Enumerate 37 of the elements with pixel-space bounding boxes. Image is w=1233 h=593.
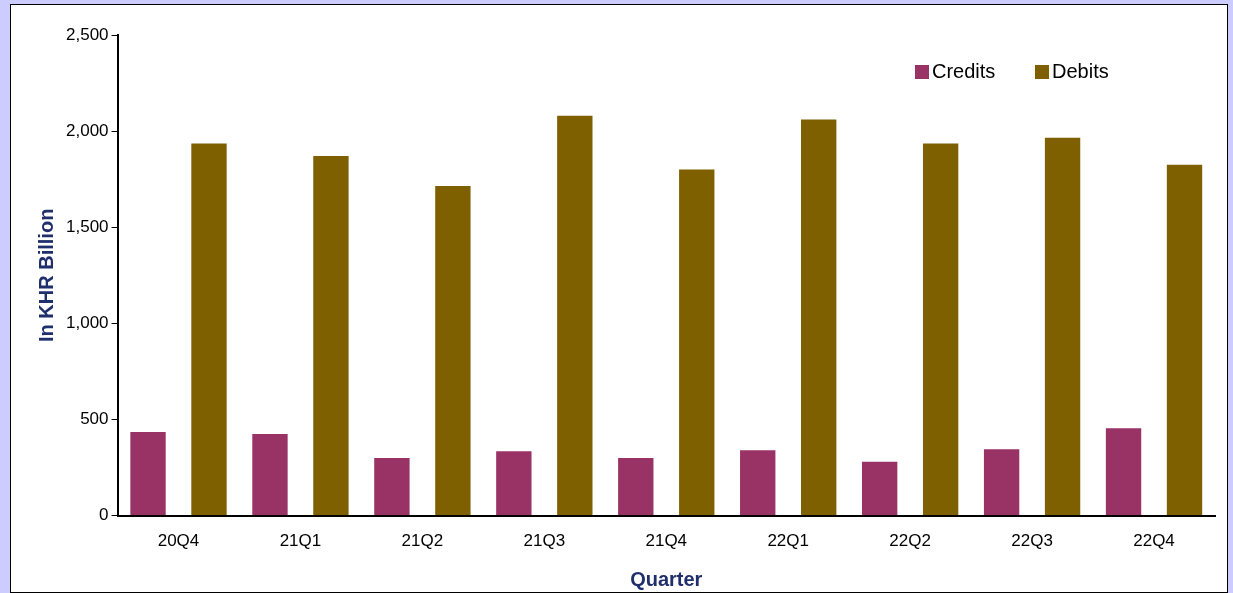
x-tick-label: 22Q1 [767, 531, 810, 551]
x-tick-label: 21Q2 [401, 531, 444, 551]
bar [679, 169, 715, 516]
bar [435, 185, 471, 516]
bar [1166, 164, 1203, 516]
legend-label: Debits [1052, 59, 1109, 82]
bar [191, 143, 227, 516]
y-tick-label: 2,000 [65, 120, 109, 140]
y-tick-label: 0 [99, 505, 109, 525]
bar [983, 449, 1020, 516]
bar [374, 457, 410, 516]
y-tick-label: 1,000 [65, 313, 109, 333]
bar [496, 451, 532, 516]
y-tick-label: 500 [80, 409, 109, 429]
bar [313, 156, 349, 516]
bar [1105, 428, 1142, 516]
x-axis-title: Quarter [630, 567, 703, 590]
y-axis-title: In KHR Billion [34, 208, 57, 342]
bar [557, 115, 593, 516]
x-tick-label: 22Q3 [1011, 531, 1053, 551]
bar [861, 461, 898, 516]
y-tick-label: 2,500 [65, 24, 109, 44]
bar [130, 431, 166, 516]
y-tick-label: 1,500 [65, 216, 109, 236]
x-tick-label: 21Q3 [523, 531, 566, 551]
x-tick-label: 22Q4 [1133, 531, 1175, 551]
legend-label: Credits [932, 59, 996, 82]
x-tick-label: 21Q1 [279, 531, 322, 551]
bar [618, 457, 654, 516]
bar [740, 450, 776, 516]
bar [922, 143, 959, 516]
bar [252, 433, 288, 516]
bar [1044, 137, 1081, 516]
bar [801, 119, 837, 516]
x-tick-label: 21Q4 [645, 531, 688, 551]
x-tick-label: 20Q4 [157, 531, 200, 551]
x-tick-label: 22Q2 [889, 531, 931, 551]
